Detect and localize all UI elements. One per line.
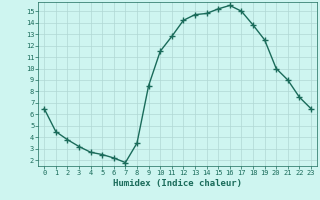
X-axis label: Humidex (Indice chaleur): Humidex (Indice chaleur) <box>113 179 242 188</box>
